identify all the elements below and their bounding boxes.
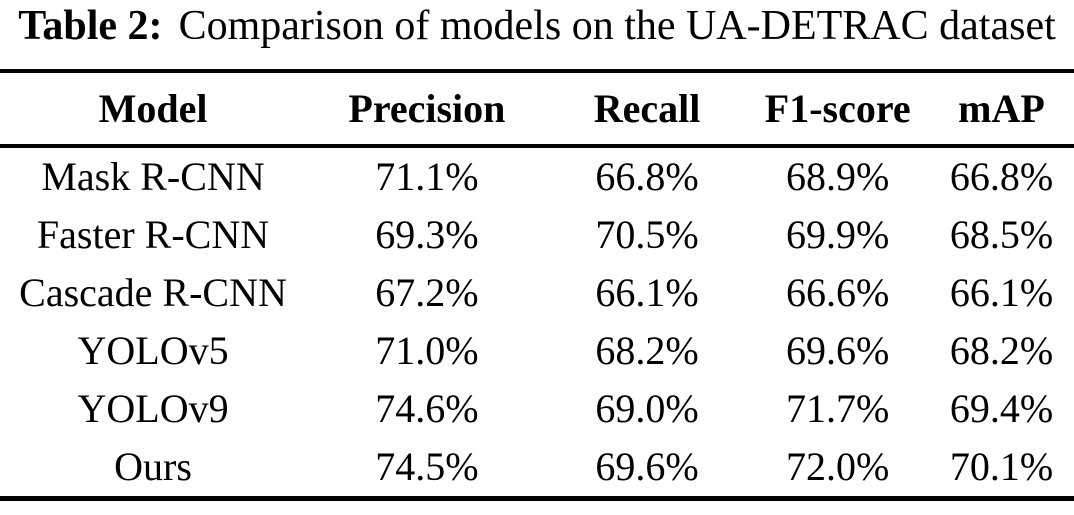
results-table: Model Precision Recall F1-score mAP Mask… [0,69,1074,501]
metric-cell: 69.0% [595,386,699,431]
metric-cell: 66.8% [949,154,1054,199]
model-name-cell: YOLOv5 [77,328,229,373]
metric-cell: 69.6% [595,444,699,489]
col-header-f1-score: F1-score [746,71,929,148]
model-name-cell: Ours [114,444,192,489]
col-header-map: mAP [928,71,1074,148]
table-row: YOLOv9 74.6% 69.0% 71.7% 69.4% [0,380,1074,438]
metric-cell: 68.5% [949,212,1054,257]
metric-cell: 71.0% [375,328,479,373]
metric-cell: 74.6% [375,386,479,431]
metric-cell: 71.1% [375,154,479,199]
metric-cell: 68.9% [786,154,890,199]
metric-cell: 70.1% [949,444,1054,489]
metric-cell: 69.3% [375,212,479,257]
metric-cell: 69.9% [786,212,890,257]
metric-cell: 71.7% [786,386,890,431]
model-name-cell: Faster R-CNN [36,212,270,257]
metric-cell: 66.1% [949,270,1054,315]
header-row: Model Precision Recall F1-score mAP [0,71,1074,148]
metric-cell: 74.5% [375,444,479,489]
table-caption: Table 2: Comparison of models on the UA-D… [0,0,1074,50]
model-name-cell: Mask R-CNN [41,154,265,199]
table-row: Mask R-CNN 71.1% 66.8% 68.9% 66.8% [0,146,1074,206]
model-name-cell: Cascade R-CNN [19,270,287,315]
col-header-recall: Recall [547,71,747,148]
table-row: Ours 74.5% 69.6% 72.0% 70.1% [0,438,1074,499]
col-header-precision: Precision [306,71,548,148]
metric-cell: 69.6% [786,328,890,373]
metric-cell: 67.2% [375,270,479,315]
metric-cell: 70.5% [595,212,699,257]
metric-cell: 72.0% [786,444,890,489]
model-name-cell: YOLOv9 [77,386,229,431]
table-caption-label: Table 2: [18,3,163,49]
metric-cell: 68.2% [595,328,699,373]
metric-cell: 66.8% [595,154,699,199]
table-row: Faster R-CNN 69.3% 70.5% 69.9% 68.5% [0,206,1074,264]
table-row: Cascade R-CNN 67.2% 66.1% 66.6% 66.1% [0,264,1074,322]
metric-cell: 66.6% [786,270,890,315]
col-header-model: Model [0,71,307,148]
metric-cell: 66.1% [595,270,699,315]
table-caption-text: Comparison of models on the UA-DETRAC da… [178,3,1056,49]
metric-cell: 69.4% [949,386,1054,431]
table-row: YOLOv5 71.0% 68.2% 69.6% 68.2% [0,322,1074,380]
metric-cell: 68.2% [949,328,1054,373]
